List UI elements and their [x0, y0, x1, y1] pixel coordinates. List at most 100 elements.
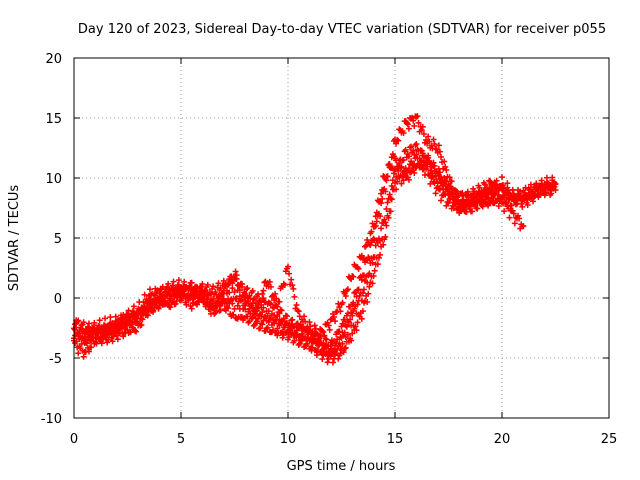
data-point — [517, 188, 524, 195]
data-point — [319, 356, 326, 363]
data-point — [106, 329, 113, 336]
data-point — [154, 287, 161, 294]
data-point — [306, 319, 313, 326]
data-point — [488, 181, 495, 188]
data-point — [430, 136, 437, 143]
data-point — [364, 279, 371, 286]
data-point — [267, 283, 274, 290]
data-point — [174, 281, 181, 288]
data-point — [244, 285, 251, 292]
data-point — [110, 333, 117, 340]
data-point — [524, 202, 531, 209]
data-point — [370, 273, 377, 280]
grid-lines — [74, 58, 609, 418]
data-point — [128, 321, 135, 328]
data-point — [288, 276, 295, 283]
data-point — [332, 342, 339, 349]
data-point — [418, 162, 425, 169]
data-point — [118, 323, 125, 330]
data-point — [179, 295, 186, 302]
y-tick-label: -10 — [41, 412, 62, 427]
data-point — [294, 307, 301, 314]
data-point — [105, 336, 112, 343]
data-point — [433, 146, 440, 153]
data-point — [332, 318, 339, 325]
data-point — [291, 337, 298, 344]
data-point — [443, 178, 450, 185]
data-point — [150, 308, 157, 315]
data-point — [324, 359, 331, 366]
data-point — [546, 182, 553, 189]
data-point — [393, 157, 400, 164]
data-point — [342, 344, 349, 351]
data-point — [495, 202, 502, 209]
data-point — [224, 290, 231, 297]
data-point — [314, 331, 321, 338]
data-point — [125, 312, 132, 319]
data-point — [394, 136, 401, 143]
data-point — [440, 186, 447, 193]
data-point — [337, 350, 344, 357]
data-point — [497, 196, 504, 203]
data-point — [379, 186, 386, 193]
data-point — [344, 310, 351, 317]
data-point — [405, 125, 412, 132]
data-point — [303, 336, 310, 343]
data-point — [111, 327, 118, 334]
data-point — [107, 314, 114, 321]
data-point — [167, 304, 174, 311]
data-point — [313, 330, 320, 337]
data-point — [395, 137, 402, 144]
data-point — [366, 241, 373, 248]
data-point — [386, 191, 393, 198]
data-point — [455, 203, 462, 210]
data-point — [438, 197, 445, 204]
data-point — [237, 280, 244, 287]
data-point — [146, 286, 153, 293]
data-point — [441, 174, 448, 181]
data-point — [305, 326, 312, 333]
data-point — [112, 313, 119, 320]
data-point — [164, 284, 171, 291]
data-point — [206, 289, 213, 296]
data-point — [540, 184, 547, 191]
data-point — [90, 325, 97, 332]
data-point — [377, 251, 384, 258]
data-point — [141, 291, 148, 298]
data-point — [383, 222, 390, 229]
data-point — [276, 298, 283, 305]
data-point — [243, 286, 250, 293]
data-point — [197, 295, 204, 302]
data-point — [551, 181, 558, 188]
data-point — [493, 188, 500, 195]
data-point — [477, 193, 484, 200]
data-point — [326, 348, 333, 355]
data-point — [425, 133, 432, 140]
data-point — [411, 151, 418, 158]
data-point — [259, 290, 266, 297]
data-point — [266, 278, 273, 285]
data-point — [342, 322, 349, 329]
data-point — [413, 140, 420, 147]
data-point — [341, 329, 348, 336]
data-point — [432, 190, 439, 197]
data-point — [207, 310, 214, 317]
data-point — [217, 293, 224, 300]
data-point — [133, 314, 140, 321]
data-point — [231, 288, 238, 295]
data-point — [219, 296, 226, 303]
data-point — [143, 311, 150, 318]
data-point — [337, 308, 344, 315]
data-point — [408, 143, 415, 150]
data-point — [207, 290, 214, 297]
data-point — [252, 300, 259, 307]
data-point — [165, 280, 172, 287]
data-point — [354, 319, 361, 326]
data-point — [252, 320, 259, 327]
data-point — [396, 160, 403, 167]
data-point — [236, 287, 243, 294]
data-point — [231, 305, 238, 312]
data-point — [311, 322, 318, 329]
data-point — [369, 259, 376, 266]
